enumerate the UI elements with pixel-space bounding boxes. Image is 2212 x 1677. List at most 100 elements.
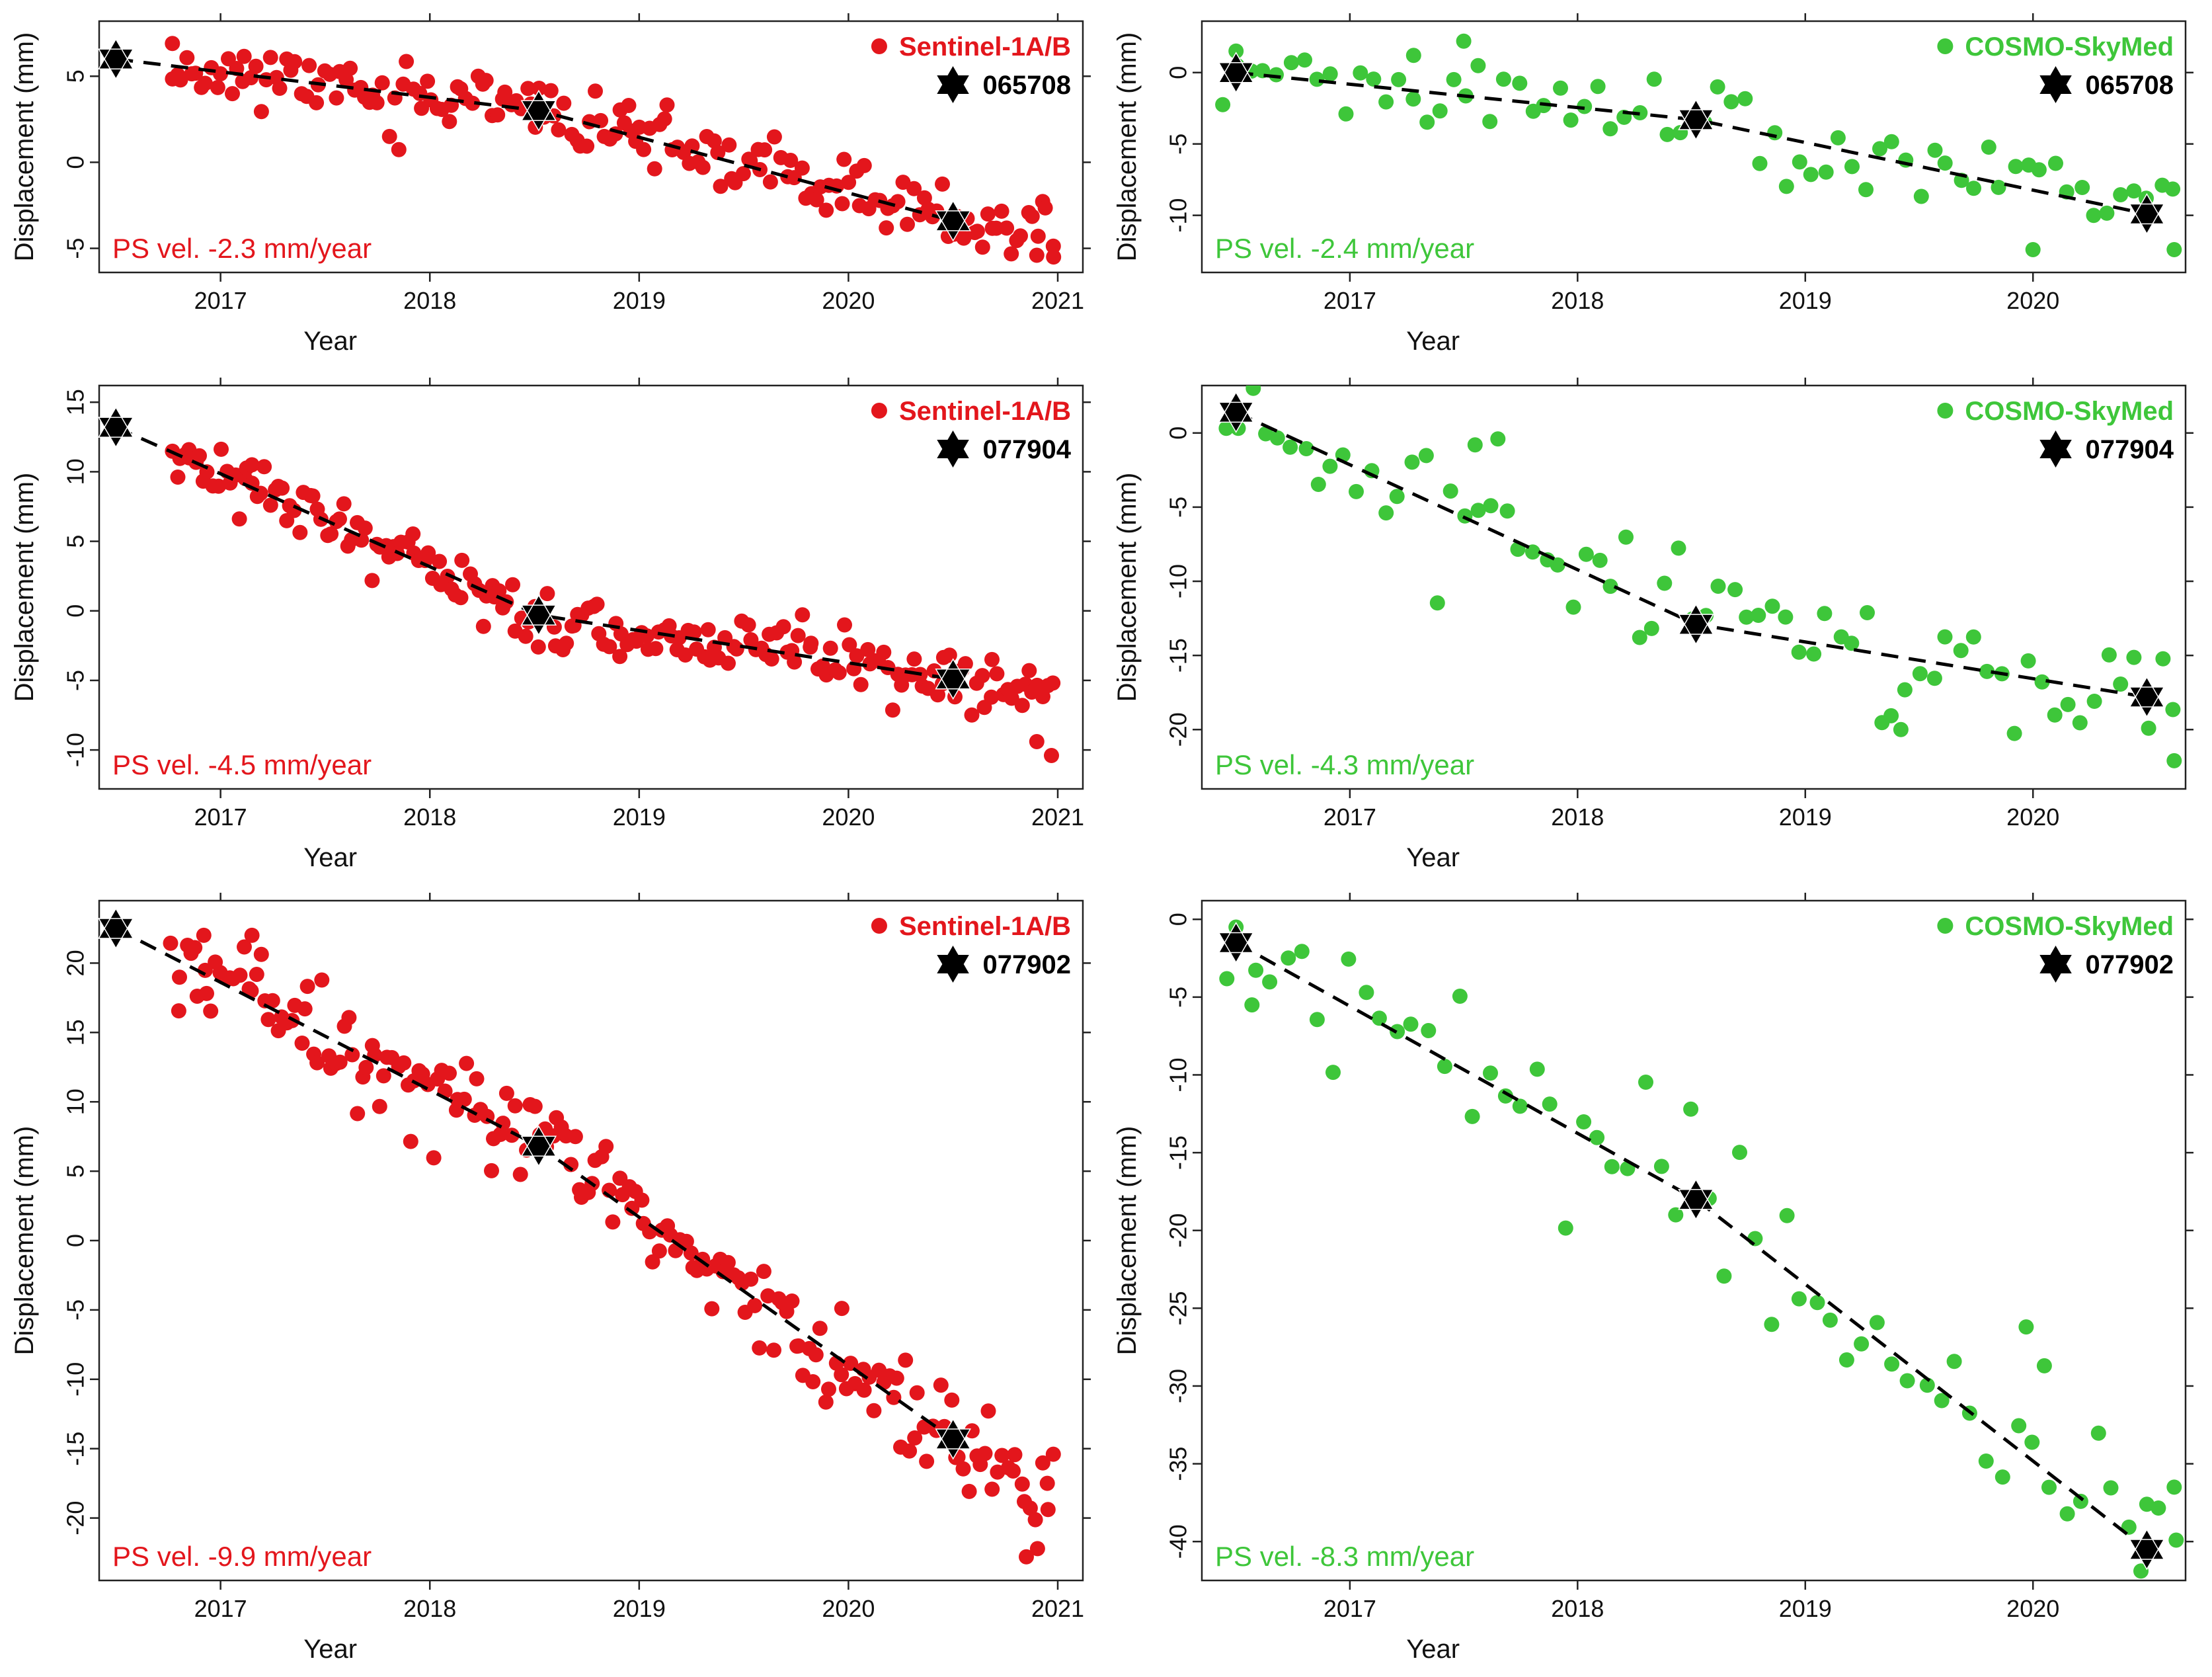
- x-tick-label: 2017: [194, 803, 247, 831]
- data-point: [199, 464, 215, 480]
- data-point: [1747, 1231, 1763, 1247]
- y-tick-label: 0: [62, 1234, 89, 1247]
- data-point: [172, 969, 187, 985]
- x-tick-label: 2021: [1031, 287, 1084, 314]
- data-point: [272, 81, 288, 96]
- data-point: [1262, 974, 1278, 990]
- data-point: [338, 72, 354, 87]
- data-point: [1283, 55, 1299, 71]
- legend-series-marker: [871, 403, 887, 419]
- data-point: [837, 617, 852, 633]
- data-point: [822, 640, 838, 656]
- data-point: [465, 95, 481, 111]
- data-point: [1946, 1354, 1962, 1370]
- data-point: [1403, 1016, 1419, 1032]
- velocity-label: PS vel. -4.3 mm/year: [1215, 749, 1474, 780]
- data-point: [1817, 606, 1833, 622]
- data-point: [531, 81, 547, 96]
- data-point: [1893, 721, 1909, 737]
- data-point: [1638, 1075, 1653, 1090]
- x-tick-label: 2018: [403, 287, 456, 314]
- data-point: [1404, 454, 1420, 470]
- chart-top-right: 2017 2018 2019 2020 -10 -5 0 Year Displacement (…: [1113, 13, 2193, 356]
- x-tick-label: 2020: [2006, 803, 2059, 831]
- data-point: [1419, 114, 1435, 130]
- data-point: [358, 1059, 374, 1075]
- legend-star-icon: [937, 430, 969, 468]
- data-point: [253, 946, 269, 962]
- data-point: [808, 1347, 824, 1363]
- data-point: [1830, 130, 1846, 145]
- data-point: [498, 1085, 514, 1101]
- data-point: [264, 993, 280, 1008]
- plot-frame: [98, 384, 1084, 790]
- x-tick-label: 2018: [403, 803, 456, 831]
- data-point: [919, 1453, 935, 1469]
- data-point: [909, 1385, 925, 1401]
- x-tick-label: 2018: [403, 1595, 456, 1622]
- data-point: [1590, 79, 1606, 95]
- x-axis-label: Year: [1406, 1635, 1460, 1664]
- data-point: [1310, 477, 1326, 492]
- data-point: [2166, 242, 2182, 257]
- data-point: [841, 175, 857, 190]
- data-layer: [1219, 919, 2184, 1579]
- y-tick-label: 10: [62, 1088, 89, 1115]
- legend-star-icon: [2039, 946, 2072, 983]
- data-point: [329, 90, 344, 106]
- data-point: [2113, 676, 2129, 692]
- data-point: [977, 1446, 993, 1461]
- data-point: [484, 1163, 499, 1178]
- x-tick-label: 2017: [194, 1595, 247, 1622]
- y-axis-label: Displacement (mm): [1113, 32, 1142, 262]
- data-point: [381, 128, 397, 144]
- data-point: [974, 239, 990, 255]
- data-point: [1716, 1268, 1732, 1284]
- x-tick-label: 2019: [613, 287, 666, 314]
- data-point: [274, 480, 290, 496]
- data-point: [2036, 1358, 2052, 1373]
- data-point: [292, 524, 308, 540]
- data-point: [491, 583, 507, 598]
- data-point: [2011, 1418, 2027, 1434]
- reference-star-icon: [98, 907, 134, 950]
- data-point: [842, 637, 857, 653]
- data-point: [994, 1448, 1010, 1463]
- data-point: [1045, 238, 1061, 254]
- data-point: [551, 122, 567, 138]
- data-point: [2060, 696, 2076, 712]
- data-point: [1937, 629, 1953, 645]
- data-point: [1029, 1541, 1045, 1557]
- y-tick-label: 0: [1165, 66, 1192, 79]
- legend-series-label: COSMO-SkyMed: [1965, 912, 2174, 941]
- data-point: [1897, 682, 1913, 698]
- data-point: [187, 940, 203, 956]
- data-point: [1309, 1012, 1325, 1028]
- data-point: [1653, 1159, 1669, 1174]
- chart-top-left: 2017 2018 2019 2020 2021 -5 0 5 Year Displacement…: [10, 13, 1091, 356]
- data-point: [214, 441, 229, 457]
- data-point: [1576, 1114, 1592, 1129]
- data-point: [196, 927, 212, 943]
- data-point: [1512, 75, 1528, 91]
- data-point: [2168, 1532, 2184, 1548]
- data-point: [199, 985, 214, 1001]
- x-tick-label: 2019: [613, 803, 666, 831]
- plot-frame: [1201, 20, 2187, 274]
- data-point: [1899, 1373, 1915, 1389]
- reference-star-icon: [98, 38, 134, 80]
- data-point: [301, 58, 317, 73]
- y-tick-label: -40: [1165, 1524, 1192, 1559]
- data-point: [2126, 649, 2142, 665]
- data-point: [969, 224, 985, 239]
- y-tick-label: -10: [1165, 1057, 1192, 1092]
- data-point: [1727, 582, 1743, 598]
- data-point: [305, 488, 321, 504]
- reference-star-icon: [1678, 603, 1714, 645]
- data-point: [944, 1392, 960, 1408]
- y-tick-label: -10: [62, 733, 89, 767]
- data-point: [2024, 1434, 2040, 1450]
- data-point: [1245, 386, 1261, 396]
- y-tick-label: -5: [1165, 987, 1192, 1008]
- data-point: [885, 702, 900, 718]
